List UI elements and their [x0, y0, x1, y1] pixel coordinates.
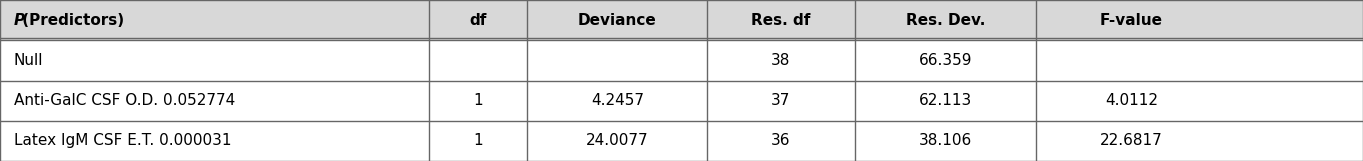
Text: Deviance: Deviance: [578, 13, 657, 28]
Text: 22.6817: 22.6817: [1100, 133, 1163, 148]
Text: Null: Null: [14, 53, 44, 68]
Text: 4.2457: 4.2457: [592, 93, 643, 108]
Text: 36: 36: [771, 133, 791, 148]
Text: df: df: [470, 13, 487, 28]
Text: 66.359: 66.359: [919, 53, 972, 68]
Text: Res. df: Res. df: [751, 13, 811, 28]
Text: 4.0112: 4.0112: [1105, 93, 1157, 108]
Text: 1: 1: [473, 133, 484, 148]
Text: 38: 38: [771, 53, 791, 68]
Text: (Predictors): (Predictors): [14, 13, 124, 28]
Text: F-value: F-value: [1100, 13, 1163, 28]
Text: 38.106: 38.106: [919, 133, 972, 148]
Text: 1: 1: [473, 93, 484, 108]
Text: Res. Dev.: Res. Dev.: [905, 13, 985, 28]
Text: 37: 37: [771, 93, 791, 108]
Bar: [0, 121, 1363, 161]
Text: P: P: [14, 13, 25, 28]
Text: Anti-GalC CSF O.D. 0.052774: Anti-GalC CSF O.D. 0.052774: [14, 93, 234, 108]
Text: 62.113: 62.113: [919, 93, 972, 108]
Bar: [0, 0, 1363, 40]
Bar: [0, 40, 1363, 80]
Bar: [0, 80, 1363, 121]
Text: 24.0077: 24.0077: [586, 133, 649, 148]
Text: Latex IgM CSF E.T. 0.000031: Latex IgM CSF E.T. 0.000031: [14, 133, 232, 148]
